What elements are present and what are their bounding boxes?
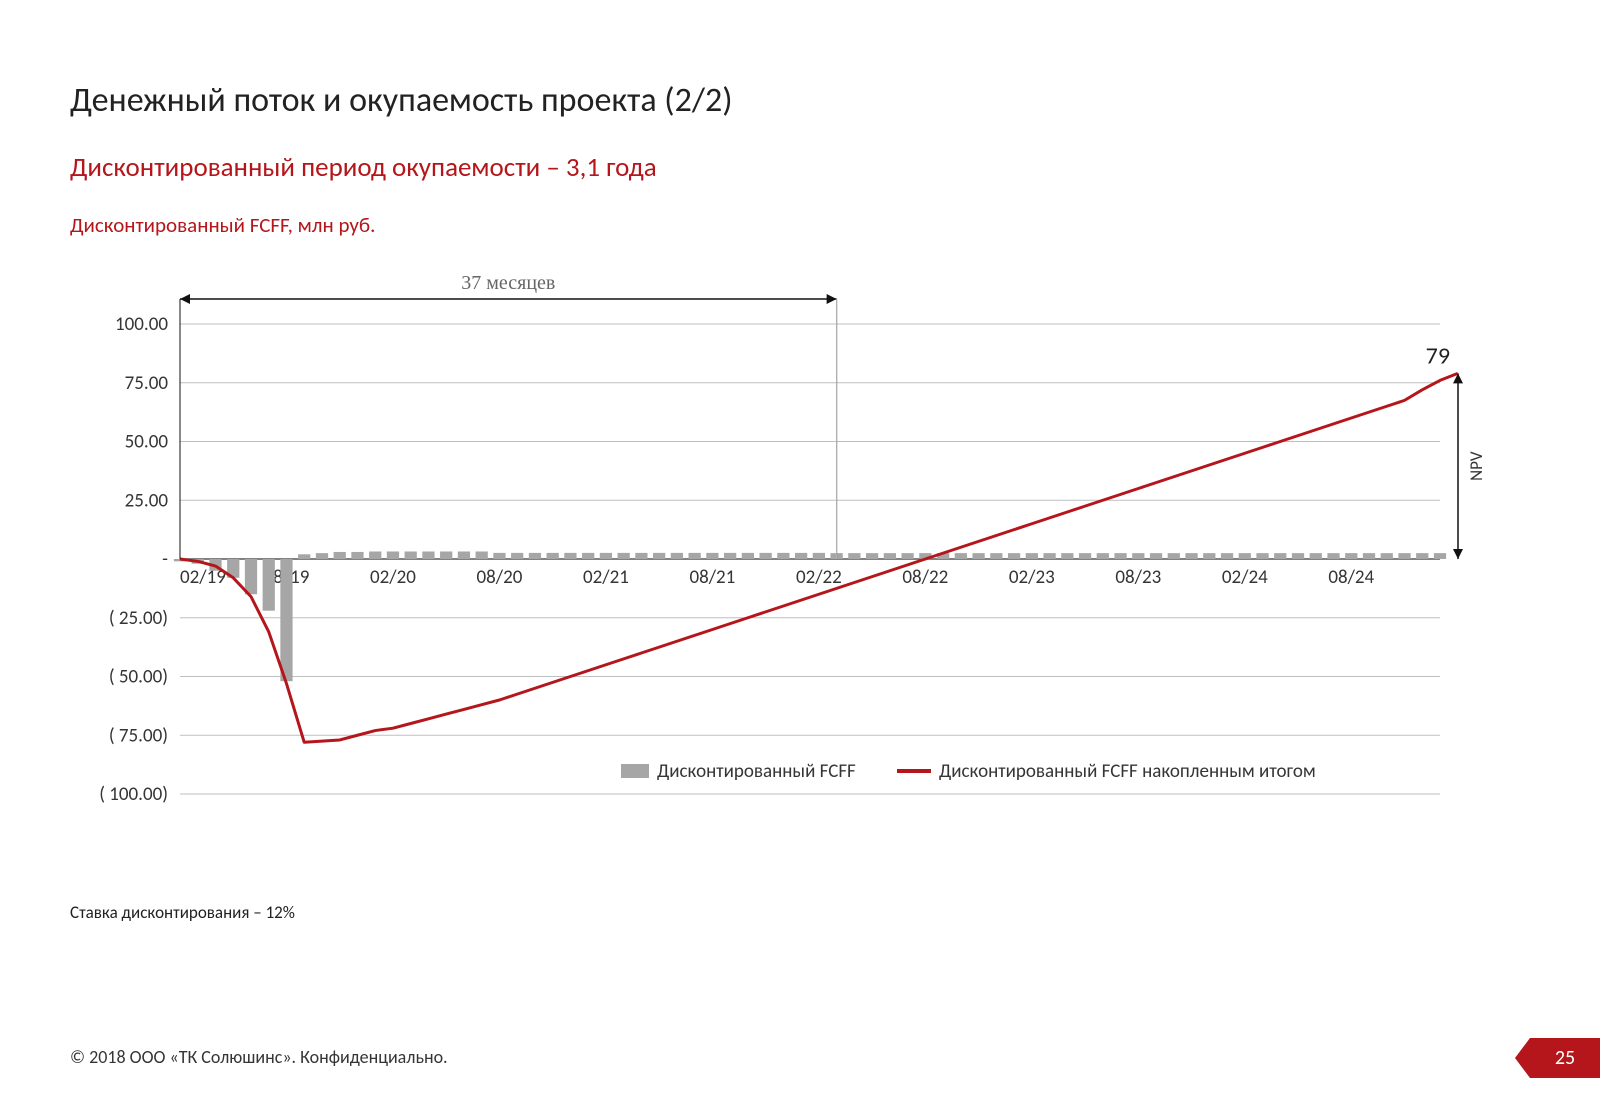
- slide-subtitle: Дисконтированный период окупаемости – 3,…: [70, 151, 1530, 184]
- svg-text:08/22: 08/22: [902, 566, 948, 589]
- chart-title: Дисконтированный FCFF, млн руб.: [70, 212, 1530, 238]
- svg-text:02/21: 02/21: [583, 566, 629, 589]
- svg-text:-: -: [162, 548, 168, 571]
- svg-text:79: 79: [1426, 341, 1450, 370]
- svg-text:NPV: NPV: [1466, 451, 1487, 481]
- chart-svg: 100.00 75.00 50.00 25.00 - ( 25.00) ( 50.00) ( …: [70, 254, 1530, 884]
- fcff-chart: 100.00 75.00 50.00 25.00 - ( 25.00) ( 50.00) ( …: [70, 254, 1530, 884]
- svg-text:50.00: 50.00: [125, 431, 169, 454]
- svg-text:Дисконтированный FCFF: Дисконтированный FCFF: [657, 760, 856, 783]
- svg-text:08/20: 08/20: [477, 566, 523, 589]
- slide: Денежный поток и окупаемость проекта (2/…: [0, 0, 1600, 1108]
- svg-text:( 100.00): ( 100.00): [99, 783, 168, 806]
- svg-text:02/22: 02/22: [796, 566, 842, 589]
- svg-text:( 75.00): ( 75.00): [109, 724, 168, 747]
- svg-text:75.00: 75.00: [125, 372, 169, 395]
- svg-text:08/23: 08/23: [1115, 566, 1161, 589]
- svg-text:02/20: 02/20: [370, 566, 416, 589]
- page-number: 25: [1555, 1046, 1575, 1070]
- svg-text:02/23: 02/23: [1009, 566, 1055, 589]
- svg-text:25.00: 25.00: [125, 489, 169, 512]
- page-number-badge: 25: [1530, 1038, 1600, 1078]
- svg-text:Дисконтированный FCFF накоплен: Дисконтированный FCFF накопленным итогом: [939, 760, 1316, 783]
- svg-text:( 25.00): ( 25.00): [109, 607, 168, 630]
- svg-text:08/24: 08/24: [1328, 566, 1374, 589]
- discount-rate-footnote: Ставка дисконтирования – 12%: [70, 902, 1530, 923]
- svg-text:37 месяцев: 37 месяцев: [461, 272, 555, 294]
- svg-text:( 50.00): ( 50.00): [109, 666, 168, 689]
- svg-text:100.00: 100.00: [115, 313, 168, 336]
- svg-text:08/21: 08/21: [689, 566, 735, 589]
- svg-text:02/24: 02/24: [1222, 566, 1268, 589]
- slide-title: Денежный поток и окупаемость проекта (2/…: [70, 80, 1530, 121]
- copyright-text: © 2018 ООО «ТК Солюшинс». Конфиденциальн…: [70, 1046, 448, 1068]
